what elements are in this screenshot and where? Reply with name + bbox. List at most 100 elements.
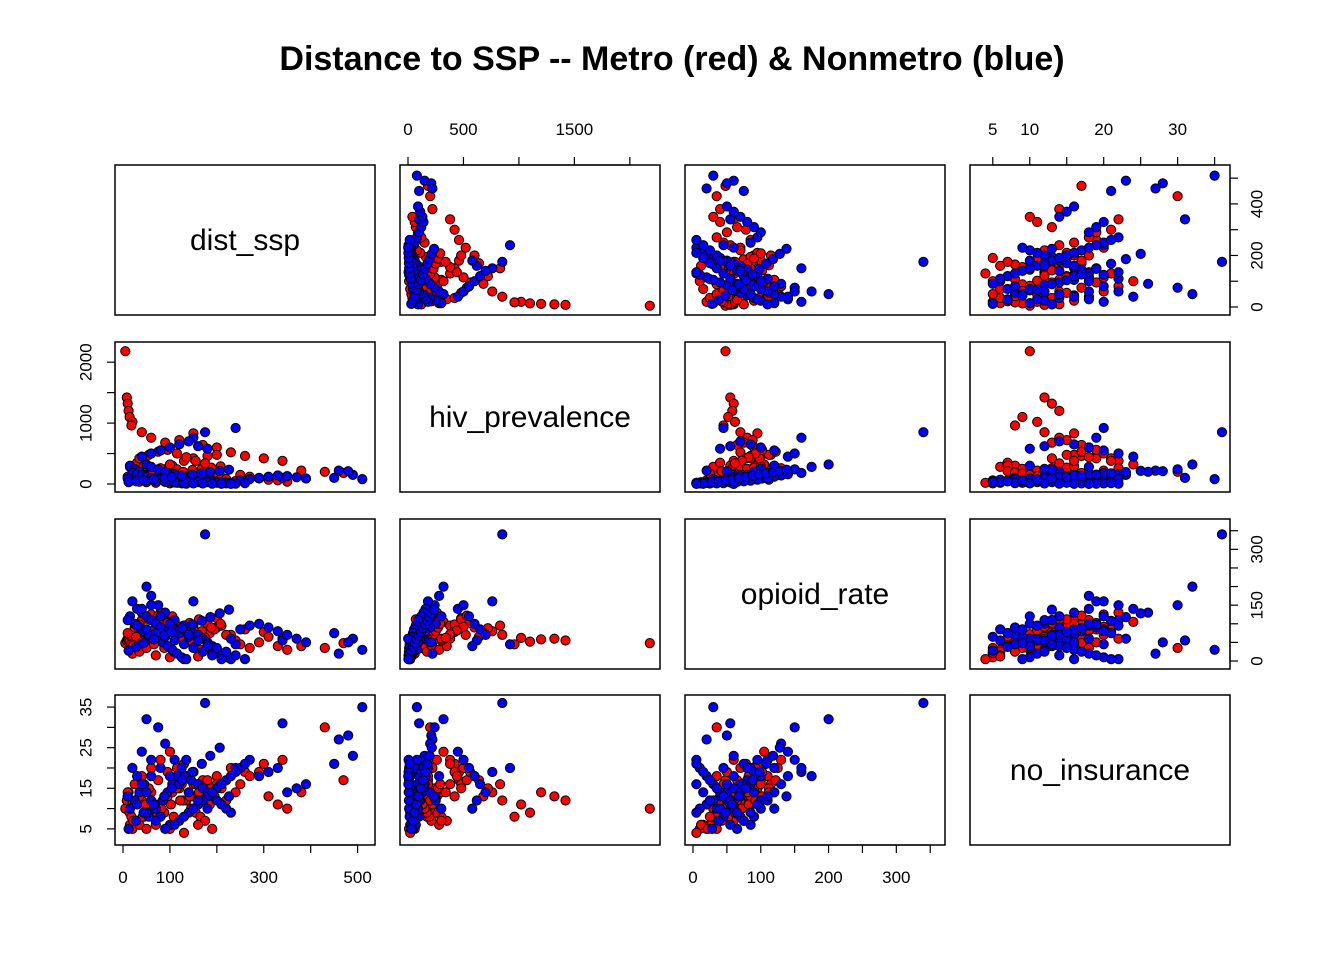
data-point-metro	[516, 632, 527, 644]
data-point-nonmetro	[1098, 216, 1109, 228]
data-point-nonmetro	[762, 299, 773, 310]
data-point-metro	[1069, 428, 1080, 439]
data-point-nonmetro	[725, 273, 736, 284]
data-point-nonmetro	[1069, 291, 1080, 302]
data-point-nonmetro	[1120, 467, 1132, 478]
data-point-nonmetro	[918, 697, 929, 709]
data-point-metro	[1039, 392, 1050, 403]
data-point-nonmetro	[429, 604, 440, 615]
data-point-nonmetro	[725, 718, 736, 729]
data-point-nonmetro	[347, 750, 358, 761]
data-point-nonmetro	[823, 289, 834, 300]
data-point-nonmetro	[150, 815, 161, 826]
data-point-nonmetro	[467, 803, 478, 814]
data-point-nonmetro	[136, 746, 147, 757]
data-point-nonmetro	[1216, 529, 1228, 540]
data-point-nonmetro	[436, 803, 447, 814]
data-point-nonmetro	[1106, 234, 1117, 246]
data-point-nonmetro	[1069, 607, 1080, 618]
data-point-metro	[440, 787, 451, 798]
data-point-nonmetro	[727, 799, 738, 810]
data-point-nonmetro	[357, 702, 368, 713]
data-point-nonmetro	[806, 286, 817, 297]
data-point-nonmetro	[1054, 252, 1065, 264]
panel-dist_ssp-vs-dist_ssp	[114, 164, 376, 316]
data-point-nonmetro	[704, 775, 716, 786]
data-point-nonmetro	[1128, 451, 1139, 462]
data-point-nonmetro	[704, 245, 716, 256]
data-point-nonmetro	[136, 603, 147, 615]
data-point-nonmetro	[177, 623, 188, 634]
data-point-nonmetro	[1046, 464, 1058, 475]
data-point-nonmetro	[282, 471, 293, 482]
data-point-metro	[644, 638, 655, 649]
data-point-nonmetro	[728, 750, 739, 761]
data-point-nonmetro	[1024, 255, 1035, 266]
data-point-metro	[1076, 180, 1087, 191]
data-point-nonmetro	[200, 529, 211, 540]
data-point-nonmetro	[216, 654, 227, 665]
data-point-metro	[451, 267, 462, 278]
data-point-nonmetro	[343, 637, 354, 648]
data-point-metro	[458, 272, 469, 283]
data-point-nonmetro	[1069, 201, 1080, 212]
data-point-metro	[215, 618, 226, 629]
data-point-nonmetro	[1054, 650, 1065, 661]
data-point-metro	[1046, 398, 1058, 409]
data-point-nonmetro	[123, 823, 134, 835]
data-point-nonmetro	[987, 298, 998, 309]
data-point-nonmetro	[467, 255, 478, 266]
data-point-nonmetro	[718, 240, 729, 251]
data-point-nonmetro	[1091, 432, 1102, 443]
data-point-nonmetro	[146, 754, 157, 765]
data-point-nonmetro	[701, 183, 712, 194]
data-point-nonmetro	[747, 269, 758, 280]
data-point-nonmetro	[725, 819, 736, 830]
data-point-nonmetro	[995, 635, 1006, 646]
data-point-metro	[282, 644, 293, 655]
data-point-nonmetro	[789, 448, 800, 459]
data-point-nonmetro	[223, 604, 235, 615]
data-point-nonmetro	[1091, 469, 1102, 480]
data-point-metro	[338, 775, 349, 786]
data-point-metro	[536, 787, 547, 798]
data-point-nonmetro	[407, 815, 419, 826]
data-point-metro	[487, 286, 498, 297]
data-point-nonmetro	[1032, 634, 1043, 645]
tick-label: 400	[1247, 190, 1266, 218]
tick-label: 5	[988, 120, 997, 139]
data-point-metro	[445, 214, 456, 225]
data-point-nonmetro	[1032, 474, 1043, 485]
tick-label: 100	[747, 868, 775, 887]
data-point-nonmetro	[329, 472, 340, 483]
data-point-nonmetro	[1187, 459, 1198, 470]
data-point-nonmetro	[141, 581, 152, 592]
tick-label: 2000	[76, 343, 95, 381]
data-point-nonmetro	[475, 779, 486, 790]
data-point-nonmetro	[458, 600, 469, 611]
data-point-nonmetro	[1083, 227, 1095, 238]
data-point-metro	[732, 222, 743, 233]
data-point-metro	[141, 823, 152, 835]
panels: dist_ssp hiv_prevalence opioid_rate no_insu…	[76, 120, 1266, 887]
data-point-nonmetro	[715, 255, 726, 266]
data-point-nonmetro	[1106, 478, 1117, 489]
data-point-nonmetro	[291, 472, 302, 483]
tick-label: 200	[814, 868, 842, 887]
data-point-nonmetro	[187, 469, 198, 480]
data-point-nonmetro	[1024, 460, 1035, 471]
data-point-metro	[319, 642, 330, 654]
data-point-nonmetro	[225, 771, 236, 782]
data-point-metro	[438, 746, 449, 757]
data-point-nonmetro	[463, 611, 475, 622]
tick-label: 25	[76, 738, 95, 757]
data-point-nonmetro	[745, 289, 756, 300]
data-point-nonmetro	[691, 247, 702, 258]
data-point-metro	[244, 771, 255, 782]
data-point-nonmetro	[706, 823, 718, 835]
data-point-metro	[644, 803, 655, 814]
data-point-nonmetro	[230, 422, 241, 434]
data-point-nonmetro	[239, 758, 251, 770]
data-point-nonmetro	[776, 779, 787, 790]
data-point-nonmetro	[300, 637, 312, 648]
